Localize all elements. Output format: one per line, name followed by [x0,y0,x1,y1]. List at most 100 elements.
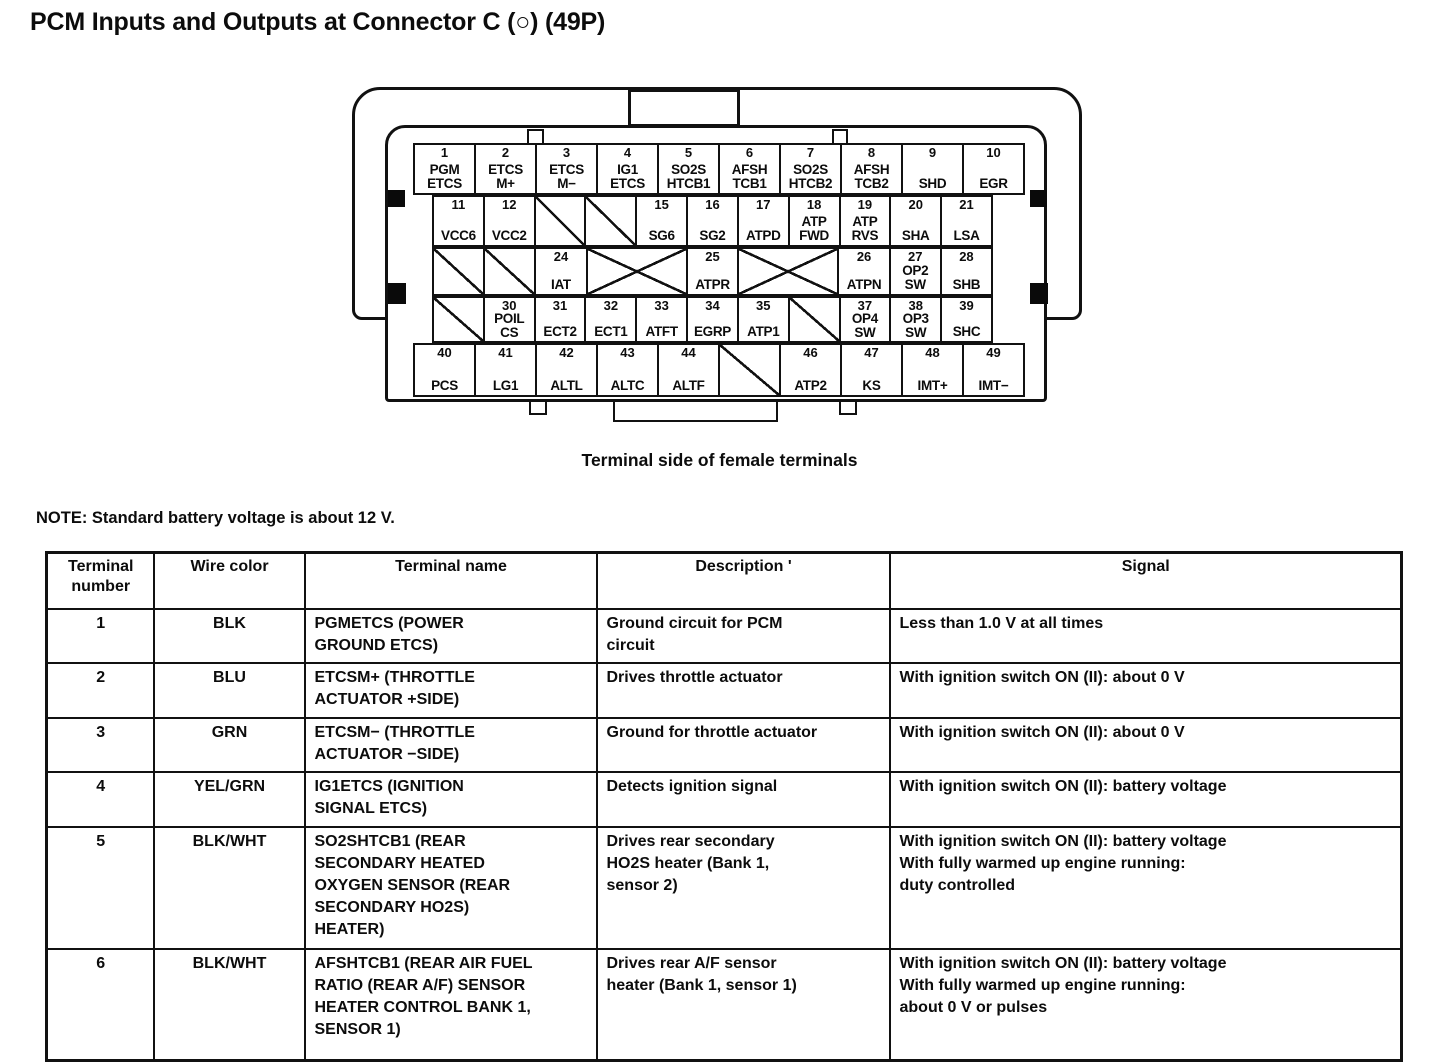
pin-number: 20 [908,197,923,212]
pin-cell-35: 35 ATP1 [736,298,788,341]
pin-label: PCS [431,378,458,394]
wire-cell: BLK [152,608,306,664]
connector-diagram: 1 PGM ETCS 2 ETCS M+ 3 ETCS M− 4 IG1 ETCS 5 SO2S … [352,85,1092,433]
pin-number: 49 [986,345,1001,360]
pin-number: 39 [959,298,974,313]
pin-number: 46 [803,345,818,360]
pin-cell-11: 11 VCC6 [434,197,483,245]
pin-number: 5 [684,145,693,160]
pin-number: 15 [654,197,669,212]
description-cell: Drives rear secondary HO2S heater (Bank … [595,826,891,950]
pin-cell-7: 7 SO2S HTCB2 [779,145,840,193]
pin-number: 34 [705,298,720,313]
pin-label: AFSH TCB1 [731,162,768,192]
pin-number: 47 [864,345,879,360]
pin-label: ATP RVS [851,214,879,244]
pin-label: IMT+ [917,378,948,394]
pin-label: ATP1 [747,324,780,340]
pin-number: 31 [552,298,568,313]
wire-cell: YEL/GRN [152,771,306,828]
pin-cell-empty [584,197,636,245]
column-header: Description ' [595,551,891,610]
connector-pin-row: 40 PCS 41 LG1 42 ALTL 43 ALTC 44 ALTF 46 ATP2 47 KS 48… [413,343,1025,397]
column-header: Wire color [152,551,306,610]
table-row: 6 BLK/WHT AFSHTCB1 (REAR AIR FUEL RATIO (R… [45,948,1403,1062]
table-row: 3 GRN ETCSM− (THROTTLE ACTUATOR −SIDE) Grou… [45,717,1403,773]
connector-bottom-notch [839,400,857,415]
signal-cell: With ignition switch ON (II): battery vo… [888,948,1403,1062]
pin-label: AFSH TCB2 [853,162,890,192]
terminal-table: Terminal number Wire color Terminal name De… [45,551,1403,1062]
pin-cell-9: 9 SHD [901,145,962,193]
pin-cell-20: 20 SHA [889,197,940,245]
terminal-cell: 2 [45,662,155,719]
pin-cell-18: 18 ATP FWD [787,197,839,245]
pin-label: OP2 SW [902,263,929,293]
pin-label: ECT1 [594,324,628,340]
pin-label: ALTF [672,378,705,394]
pin-label: SO2S HTCB2 [788,162,833,192]
pin-cell-41: 41 LG1 [474,345,535,395]
pin-cell-27: 27 OP2 SW [888,249,940,294]
pin-number: 25 [705,249,720,264]
pin-cell-6: 6 AFSH TCB1 [718,145,779,193]
pin-label: LG1 [492,378,519,394]
pin-label: ALTL [550,378,583,394]
diagram-caption: Terminal side of female terminals [581,450,858,470]
wire-cell: GRN [152,717,306,773]
pin-number: 35 [756,298,771,313]
pin-label: ATPN [846,277,882,293]
pin-number: 33 [654,298,669,313]
terminal-cell: 1 [45,608,155,664]
pin-cell-21: 21 LSA [940,197,991,245]
pin-number: 4 [623,145,632,160]
pin-number: 38 [908,298,923,313]
pin-number: 27 [908,249,923,264]
pin-cell-3: 3 ETCS M− [535,145,596,193]
name-cell: ETCSM+ (THROTTLE ACTUATOR +SIDE) [303,662,598,719]
pin-label: OP3 SW [902,311,929,340]
pin-cell-empty [434,249,484,294]
pin-number: 21 [959,197,974,212]
pin-label: IMT− [978,378,1009,394]
connector-top-tab [628,89,740,127]
pin-number: 6 [745,145,754,160]
pin-label: SG6 [648,228,675,244]
pin-cell-empty [737,249,838,294]
pin-cell-15: 15 SG6 [635,197,686,245]
pin-number: 18 [806,197,822,212]
pin-number: 8 [867,145,876,160]
pin-cell-46: 46 ATP2 [779,345,840,395]
column-header: Signal [888,551,1403,610]
pin-cell-28: 28 SHB [939,249,991,294]
name-cell: IG1ETCS (IGNITION SIGNAL ETCS) [303,771,598,828]
column-header: Terminal name [303,551,598,610]
pin-number: 7 [806,145,815,160]
name-cell: PGMETCS (POWER GROUND ETCS) [303,608,598,664]
pin-number: 10 [986,145,1001,160]
pin-cell-16: 16 SG2 [686,197,737,245]
connector-clip [1030,190,1047,207]
pin-cell-47: 47 KS [840,345,901,395]
pin-label: ATP FWD [799,214,830,244]
connector-bottom-tab [613,400,778,422]
pin-cell-43: 43 ALTC [596,345,657,395]
pin-label: IG1 ETCS [610,162,645,192]
pin-label: KS [862,378,881,394]
pin-cell-33: 33 ATFT [635,298,686,341]
pin-label: SHD [918,176,947,192]
pin-cell-31: 31 ECT2 [533,298,585,341]
connector-pin-row: 24 IAT 25 ATPR 26 ATPN 27 OP2 SW 28 SHB [432,247,993,296]
pin-cell-40: 40 PCS [415,345,474,395]
name-cell: ETCSM− (THROTTLE ACTUATOR −SIDE) [303,717,598,773]
pin-label: IAT [551,277,571,293]
pin-cell-17: 17 ATPD [736,197,788,245]
pin-number: 37 [857,298,873,313]
pin-cell-19: 19 ATP RVS [838,197,890,245]
pin-cell-44: 44 ALTF [657,345,718,395]
signal-cell: With ignition switch ON (II): battery vo… [888,826,1403,950]
pin-number: 3 [562,145,571,160]
wire-cell: BLK/WHT [152,826,306,950]
pin-number: 26 [856,249,872,264]
description-cell: Drives rear A/F sensor heater (Bank 1, s… [595,948,891,1062]
